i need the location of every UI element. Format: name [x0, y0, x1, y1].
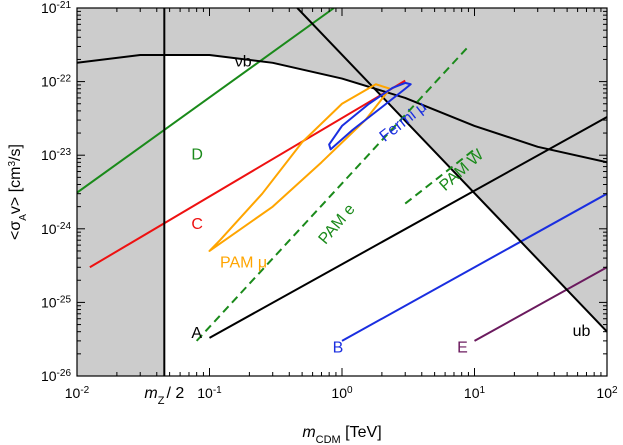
x-axis-sub: CDM: [316, 434, 341, 445]
y-axis-sub: A: [18, 214, 29, 221]
mz-label-sub: Z: [158, 395, 165, 407]
series-fermi: [328, 81, 412, 151]
y-tick-label: 10-22: [41, 73, 71, 90]
x-tick-label: 100: [331, 385, 353, 402]
x-tick-labels: 10-2 10-1 100 101 102: [65, 385, 618, 402]
x-tick-label: 101: [464, 385, 486, 402]
label-a: A: [191, 325, 202, 342]
series-pam-w: [404, 148, 476, 205]
y-axis-main: <σ: [7, 221, 24, 240]
y-axis-sup: 3: [7, 161, 18, 167]
mz-label-rest: / 2: [166, 385, 184, 402]
series-d: [77, 8, 335, 194]
label-c: C: [191, 216, 203, 233]
series-pam-e: [195, 45, 470, 342]
y-tick-label: 10-21: [41, 0, 71, 16]
x-tick-label: 10-1: [197, 385, 222, 402]
tick-marks: [76, 7, 608, 377]
series-pam: [208, 83, 391, 252]
label-ub: ub: [573, 323, 591, 340]
x-axis-title: mCDM [TeV]: [302, 424, 381, 445]
y-axis-end: /s]: [7, 144, 24, 161]
y-tick-label: 10-24: [41, 220, 71, 237]
x-tick-label: 102: [596, 385, 618, 402]
series-layer: [77, 8, 607, 342]
y-axis-title: <σAv> [cm3/s]: [7, 144, 29, 240]
label-d: D: [191, 146, 203, 163]
series-b: [77, 53, 607, 164]
y-tick-labels: 10-26 10-25 10-24 10-23 10-22 10-21: [41, 0, 71, 384]
label-b: B: [333, 339, 344, 356]
series-ub: [296, 8, 607, 333]
y-tick-label: 10-23: [41, 147, 71, 164]
mz-label-main: m: [144, 385, 157, 402]
excluded-region-right: [297, 8, 607, 376]
label-e: E: [457, 339, 468, 356]
label-pam: PAM μ: [220, 254, 267, 271]
series-e: [474, 266, 607, 342]
x-axis-main: m: [302, 424, 315, 441]
mz-half-label: mZ/ 2: [144, 385, 184, 407]
label-pam-e: PAM e: [315, 201, 358, 248]
y-tick-label: 10-25: [41, 294, 71, 311]
series-a: [209, 116, 607, 339]
x-tick-label: 10-2: [65, 385, 90, 402]
excluded-region-left: [77, 8, 165, 376]
label-b: νb: [235, 54, 252, 71]
series-b: [341, 192, 607, 342]
series-c: [89, 79, 406, 269]
x-axis-unit: [TeV]: [341, 424, 382, 441]
y-tick-label: 10-26: [41, 368, 71, 385]
y-axis-mid: v> [cm: [7, 167, 24, 215]
